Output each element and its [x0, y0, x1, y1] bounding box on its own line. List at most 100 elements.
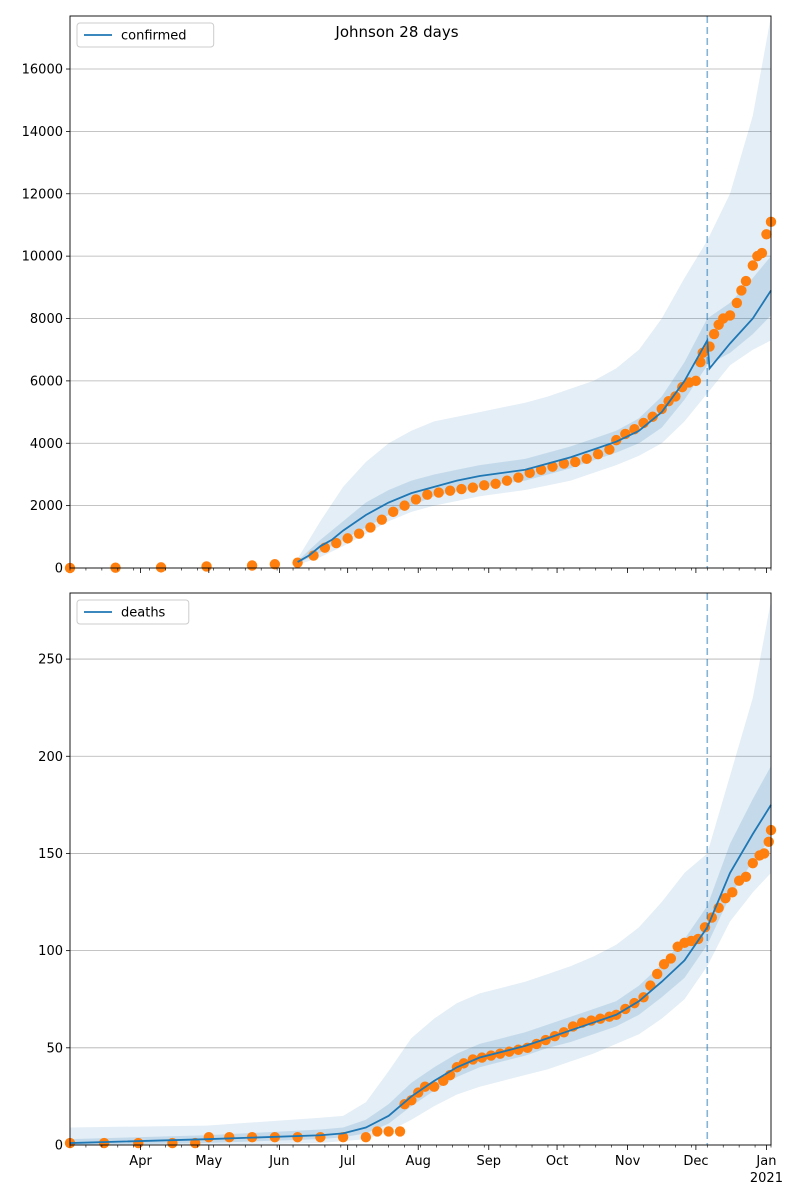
confirmed-observed-point	[524, 467, 535, 479]
confirmed-observed-point	[570, 456, 581, 468]
confirmed-observed-point	[731, 297, 743, 309]
deaths-legend-label: deaths	[121, 606, 166, 621]
deaths-observed-point	[337, 1132, 349, 1143]
confirmed-observed-point	[490, 478, 501, 489]
deaths-legend-box	[76, 599, 190, 625]
deaths-xtick-label: Apr	[129, 1154, 152, 1169]
deaths-observed-point	[747, 857, 758, 869]
confirmed-observed-point	[365, 522, 376, 533]
deaths-outer-band	[70, 600, 771, 1145]
confirmed-inner-band	[297, 256, 771, 564]
confirmed-legend: confirmed	[76, 22, 215, 48]
confirmed-observed-point	[376, 514, 388, 525]
confirmed-observed-point	[761, 229, 772, 240]
confirmed-observed-point	[342, 533, 353, 544]
confirmed-observed-point	[724, 310, 736, 321]
deaths-xtick-label: Jun	[268, 1154, 289, 1169]
deaths-observed-point	[438, 1075, 449, 1087]
confirmed-observed-point	[740, 275, 752, 287]
confirmed-observed-point	[456, 483, 467, 495]
deaths-observed-point	[740, 871, 752, 882]
deaths-observed-point	[203, 1132, 215, 1143]
deaths-observed-point	[292, 1132, 303, 1143]
deaths-observed-point	[727, 887, 738, 898]
deaths-xtick-label: Dec	[683, 1154, 708, 1169]
deaths-observed-point	[372, 1126, 383, 1137]
deaths-observed-point	[720, 892, 731, 904]
confirmed-ytick-label: 12000	[22, 187, 63, 202]
confirmed-observed-point	[756, 247, 768, 259]
deaths-xtick-label: Oct	[546, 1154, 568, 1169]
deaths-xtick-label: May	[195, 1154, 222, 1169]
confirmed-ytick-label: 8000	[30, 312, 63, 327]
confirmed-observed-point	[695, 356, 706, 368]
deaths-xtick-label: Nov	[615, 1154, 641, 1169]
confirmed-axes-frame	[69, 15, 772, 569]
deaths-ytick-label: 150	[38, 847, 63, 862]
confirmed-observed-point	[535, 464, 547, 475]
confirmed-ytick-label: 6000	[30, 374, 63, 389]
deaths-ytick-label: 250	[38, 653, 63, 668]
confirmed-observed-point	[736, 285, 747, 296]
confirmed-observed-point	[690, 375, 702, 387]
confirmed-observed-point	[647, 411, 658, 422]
confirmed-observed-point	[331, 537, 342, 549]
confirmed-observed-point	[479, 480, 490, 491]
confirmed-observed-point	[708, 328, 720, 340]
deaths-observed-point	[652, 968, 663, 980]
figure-title: Johnson 28 days	[334, 23, 458, 41]
deaths-xtick-label: Jan	[755, 1154, 776, 1169]
confirmed-ytick-label: 14000	[22, 125, 63, 140]
confirmed-observed-point	[387, 506, 399, 518]
deaths-observed-point	[758, 848, 770, 859]
confirmed-panel: 0 2000 4000 6000 8000 10000 12000 14000 16000 con…	[22, 15, 777, 577]
confirmed-observed-point	[399, 500, 410, 511]
confirmed-observed-point	[269, 559, 281, 570]
deaths-ytick-label: 50	[46, 1041, 63, 1056]
deaths-xtick-label: Aug	[406, 1154, 431, 1169]
deaths-observed-point	[658, 959, 670, 970]
deaths-observed-point	[763, 836, 774, 847]
deaths-xtick-label: Jul	[339, 1154, 356, 1169]
confirmed-observed-point	[670, 391, 681, 402]
confirmed-observed-point	[592, 448, 604, 460]
confirmed-observed-point	[581, 453, 592, 465]
confirmed-ytick-label: 2000	[30, 499, 63, 514]
deaths-xtick-label: Sep	[477, 1154, 502, 1169]
confirmed-observed-point	[410, 494, 422, 505]
confirmed-observed-point	[444, 485, 456, 496]
year-label: 2021	[750, 1171, 783, 1186]
deaths-observed-point	[665, 953, 677, 964]
confirmed-observed-point	[422, 489, 433, 500]
confirmed-ytick-label: 0	[55, 562, 63, 577]
confirmed-observed-point	[558, 458, 570, 469]
confirmed-legend-label: confirmed	[121, 29, 187, 44]
confirmed-observed-point	[433, 487, 444, 498]
confirmed-legend-box	[76, 22, 215, 48]
confirmed-observed-point	[501, 475, 513, 486]
deaths-observed-point	[315, 1132, 326, 1143]
deaths-model-line	[69, 804, 772, 1144]
deaths-observed-point	[133, 1137, 144, 1149]
confirmed-ytick-label: 16000	[22, 63, 63, 78]
deaths-observed-point	[224, 1132, 235, 1143]
confirmed-outer-band	[297, 16, 771, 565]
confirmed-observed-point	[246, 560, 258, 571]
confirmed-observed-point	[467, 482, 479, 493]
deaths-ytick-label: 100	[38, 944, 63, 959]
deaths-observed-point	[383, 1126, 394, 1137]
confirmed-ytick-label: 10000	[22, 250, 63, 265]
confirmed-observed-point	[155, 562, 167, 573]
deaths-observed-point	[485, 1050, 497, 1061]
confirmed-observed-point	[604, 444, 615, 455]
confirmed-observed-point	[547, 461, 558, 472]
deaths-panel: 0 50 100 150 200 250 Apr May Jun Jul Aug Sep Oct Nov D…	[38, 592, 783, 1186]
deaths-axes-frame	[69, 592, 772, 1146]
deaths-ytick-label: 200	[38, 750, 63, 765]
deaths-legend: deaths	[76, 599, 190, 625]
confirmed-observed-point	[697, 347, 708, 359]
confirmed-observed-point	[353, 528, 365, 539]
deaths-observed-point	[98, 1137, 110, 1149]
deaths-observed-point	[360, 1132, 372, 1143]
